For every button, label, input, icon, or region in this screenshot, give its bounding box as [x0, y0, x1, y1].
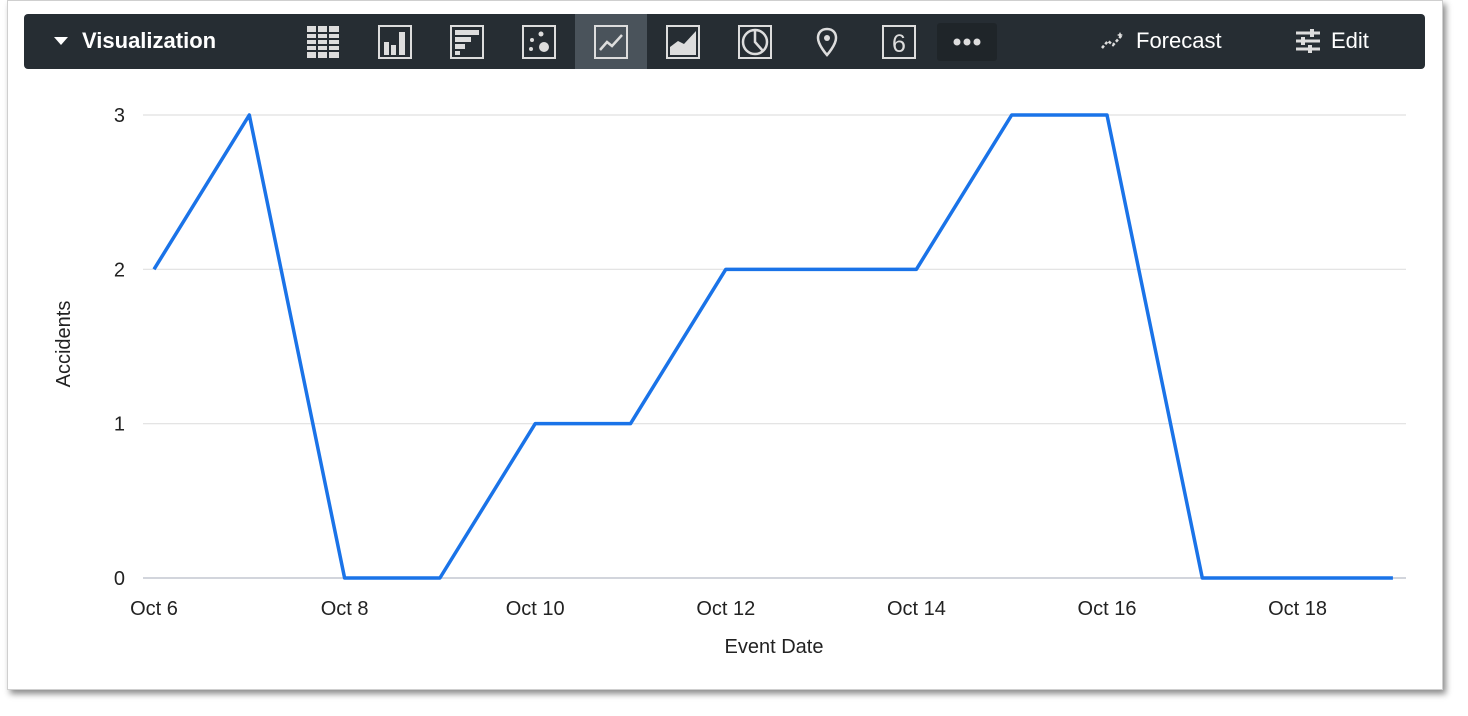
map-pin-icon — [816, 27, 838, 57]
visualization-toggle[interactable]: Visualization — [54, 28, 216, 54]
more-viz-button[interactable] — [937, 23, 997, 61]
forecast-label: Forecast — [1136, 28, 1222, 53]
x-tick-label: Oct 18 — [1268, 598, 1327, 620]
forecast-icon — [1101, 32, 1123, 49]
x-tick-label: Oct 14 — [887, 598, 946, 620]
x-tick-label: Oct 10 — [506, 598, 565, 620]
column-viz-button[interactable] — [359, 14, 431, 69]
table-icon — [307, 25, 339, 58]
y-axis-label: Accidents — [53, 301, 75, 388]
y-tick-label: 0 — [114, 568, 125, 590]
y-tick-label: 2 — [114, 259, 125, 281]
x-tick-label: Oct 16 — [1078, 598, 1137, 620]
column-chart-icon — [378, 24, 412, 59]
more-icon — [953, 38, 981, 46]
scatter-icon — [522, 24, 556, 59]
x-axis-label: Event Date — [725, 636, 824, 658]
map-viz-button[interactable] — [791, 14, 863, 69]
x-tick-label: Oct 6 — [130, 598, 178, 620]
area-viz-button[interactable] — [647, 14, 719, 69]
forecast-button[interactable]: Forecast — [1100, 28, 1222, 54]
x-tick-label: Oct 12 — [696, 598, 755, 620]
pie-viz-button[interactable] — [719, 14, 791, 69]
caret-down-icon — [54, 37, 68, 45]
single-value-label: 6 — [892, 30, 906, 58]
edit-button[interactable]: Edit — [1295, 28, 1369, 54]
bar-chart-icon — [450, 24, 484, 59]
single-value-icon: 6 — [882, 24, 916, 59]
bar-viz-button[interactable] — [431, 14, 503, 69]
x-tick-label: Oct 8 — [321, 598, 369, 620]
series-line — [152, 113, 1393, 580]
pie-chart-icon — [738, 24, 772, 59]
line-viz-button[interactable] — [575, 14, 647, 69]
edit-label: Edit — [1331, 28, 1369, 53]
scatter-viz-button[interactable] — [503, 14, 575, 69]
line-chart-icon — [594, 24, 628, 59]
visualization-toolbar: Visualization 6 Forecast Edit — [24, 14, 1425, 69]
table-viz-button[interactable] — [287, 14, 359, 69]
sliders-icon — [1296, 29, 1320, 53]
toolbar-title: Visualization — [82, 28, 217, 53]
y-tick-label: 1 — [114, 414, 125, 436]
y-tick-label: 3 — [114, 105, 125, 127]
single-value-viz-button[interactable]: 6 — [863, 14, 935, 69]
area-chart-icon — [666, 24, 700, 59]
